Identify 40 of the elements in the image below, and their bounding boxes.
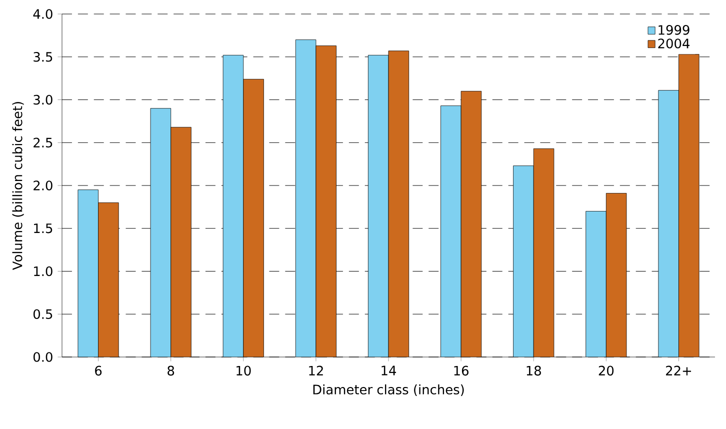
- x-tick-label: 18: [526, 366, 541, 376]
- bar: [223, 55, 244, 357]
- y-tick-label: 3.5: [34, 52, 52, 62]
- y-tick-label: 1.5: [34, 224, 52, 234]
- bar: [150, 108, 171, 357]
- bar: [658, 90, 679, 357]
- bar: [534, 148, 554, 357]
- x-axis-title: Diameter class (inches): [313, 384, 464, 396]
- bar: [678, 54, 700, 357]
- x-tick-label: 22+: [666, 366, 692, 376]
- x-tick-label: 20: [598, 366, 614, 376]
- y-axis-title: Volume (billion cubic feet): [12, 102, 24, 270]
- bar: [98, 202, 119, 357]
- y-tick-label: 1.0: [34, 266, 52, 276]
- y-tick-label: 0.5: [33, 309, 52, 320]
- bar: [78, 190, 98, 357]
- x-tick-label: 8: [168, 366, 174, 376]
- legend-label: 1999: [658, 25, 690, 35]
- bar: [296, 40, 316, 357]
- bar: [461, 91, 482, 357]
- y-tick-label: 2.0: [34, 180, 52, 190]
- bar: [440, 106, 462, 357]
- bar: [513, 166, 534, 357]
- y-tick-label: 0.0: [33, 352, 52, 362]
- bar: [586, 211, 606, 357]
- y-tick-label: 4.0: [33, 9, 52, 19]
- bar: [388, 50, 409, 357]
- y-tick-label: 3.0: [34, 94, 52, 105]
- bar: [606, 193, 626, 357]
- bar: [170, 127, 192, 357]
- legend-label: 2004: [658, 38, 690, 48]
- bar: [368, 55, 389, 357]
- bar: [316, 46, 336, 357]
- x-tick-label: 14: [382, 366, 396, 376]
- x-tick-label: 16: [454, 366, 468, 376]
- x-tick-label: 10: [236, 366, 251, 376]
- x-tick-label: 6: [95, 366, 102, 376]
- bar: [243, 79, 264, 357]
- x-tick-label: 12: [309, 366, 323, 376]
- y-tick-label: 2.5: [34, 138, 52, 148]
